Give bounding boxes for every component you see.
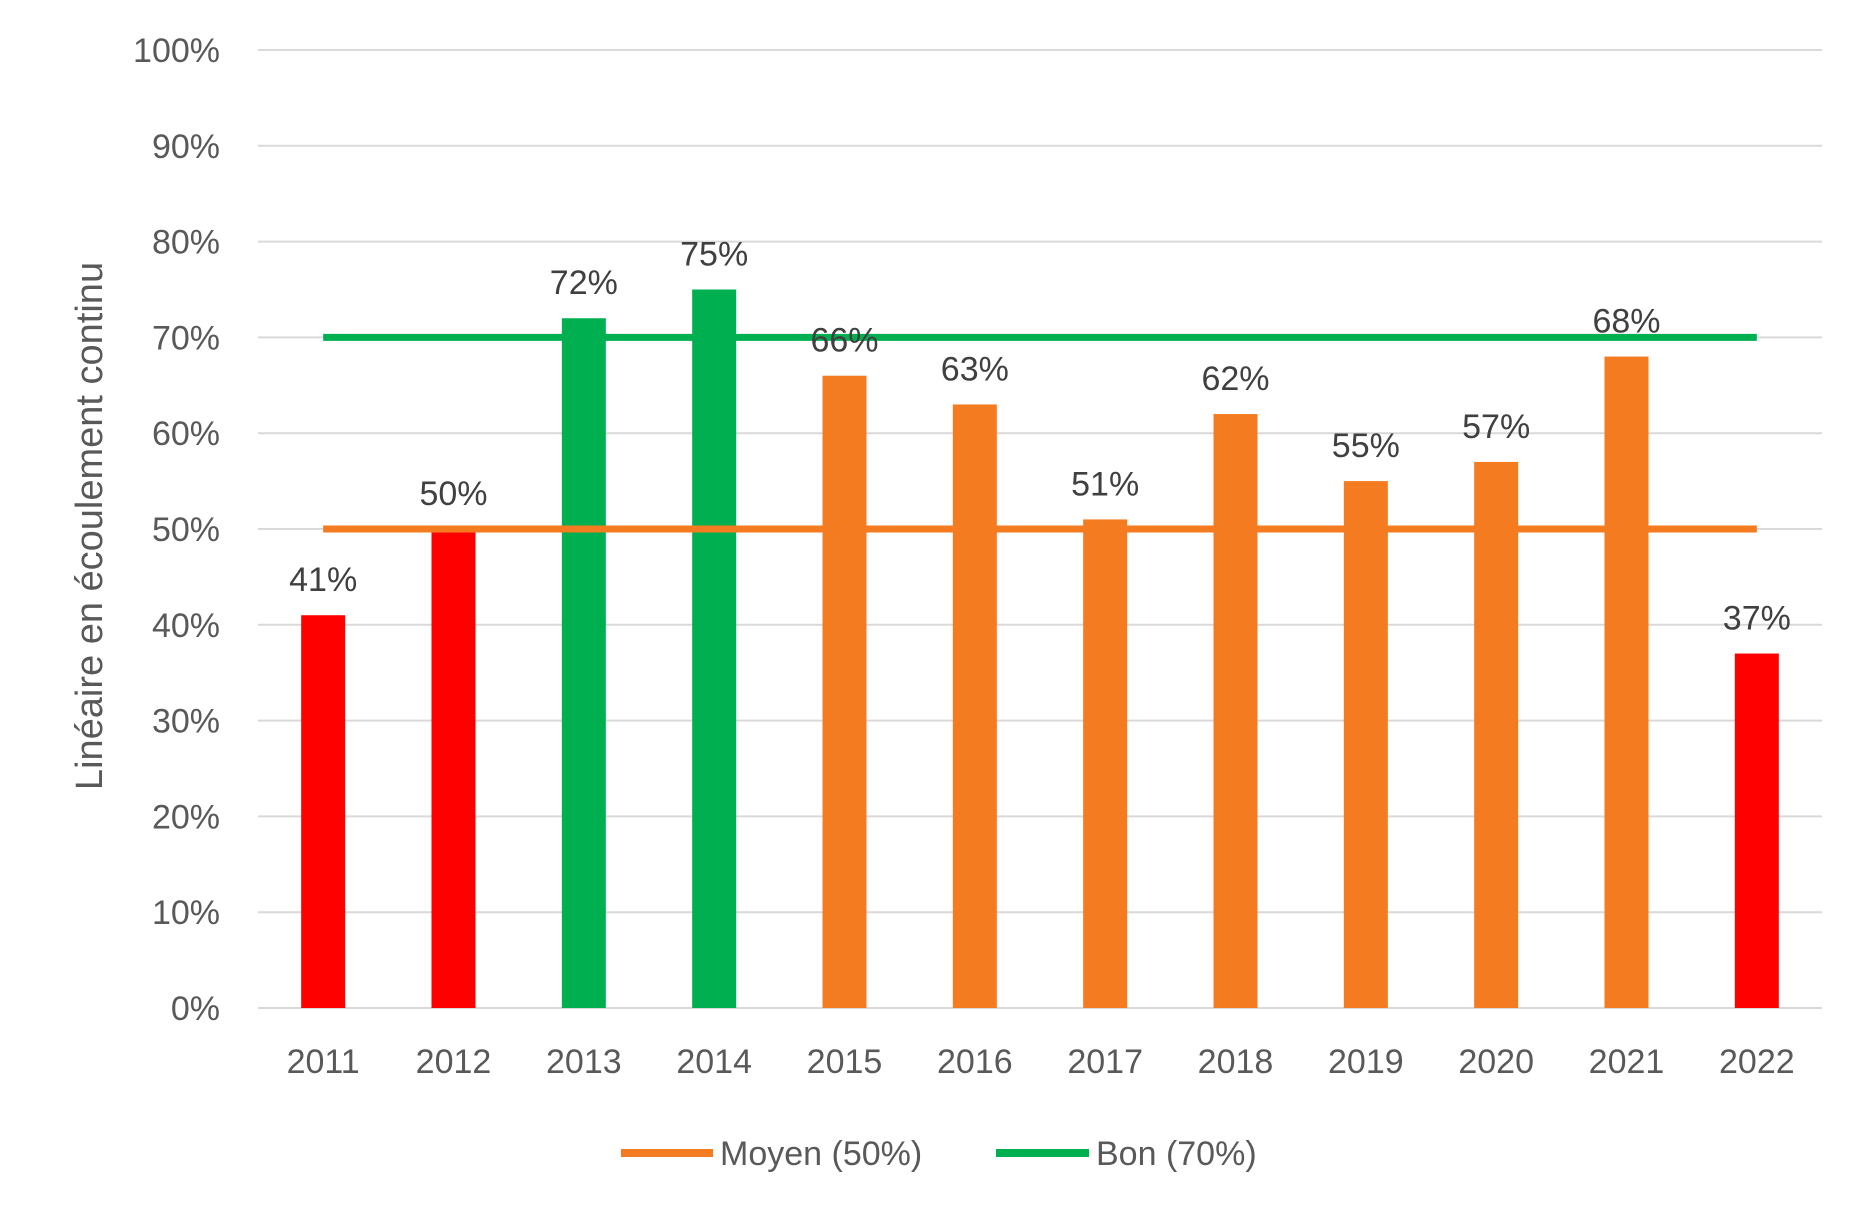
x-tick-label: 2021: [1589, 1043, 1665, 1081]
bar-2014: [692, 289, 737, 1008]
y-tick-label: 0%: [171, 990, 220, 1028]
x-tick-label: 2018: [1198, 1043, 1274, 1081]
bar-2011: [301, 615, 346, 1008]
data-labels: 41% 50% 72% 75% 66% 63% 51% 62% 55% 57% 68% 37%: [289, 236, 1791, 638]
x-tick-label: 2019: [1328, 1043, 1404, 1081]
bar-2013: [561, 318, 606, 1008]
y-axis-title: Linéaire en écoulement continu: [69, 262, 111, 790]
y-tick-label: 20%: [152, 798, 220, 836]
x-tick-label: 2012: [416, 1043, 492, 1081]
bar-2018: [1213, 414, 1258, 1008]
bar-2012: [431, 529, 476, 1008]
data-label: 66%: [810, 322, 878, 360]
x-tick-label: 2017: [1067, 1043, 1143, 1081]
data-label: 72%: [550, 264, 618, 302]
data-label: 68%: [1592, 303, 1660, 341]
x-tick-label: 2014: [676, 1043, 752, 1081]
y-tick-label: 100%: [133, 32, 220, 70]
x-tick-label: 2020: [1458, 1043, 1534, 1081]
y-tick-label: 70%: [152, 319, 220, 357]
bars: [301, 289, 1779, 1009]
y-tick-label: 40%: [152, 607, 220, 645]
y-tick-label: 80%: [152, 224, 220, 262]
data-label: 75%: [680, 236, 748, 274]
reference-lines: [323, 333, 1757, 533]
data-label: 41%: [289, 561, 357, 599]
x-tick-label: 2011: [287, 1043, 360, 1081]
data-label: 51%: [1071, 465, 1139, 503]
y-tick-label: 10%: [152, 894, 220, 932]
data-label: 62%: [1201, 360, 1269, 398]
bar-2015: [822, 375, 867, 1009]
data-label: 37%: [1723, 600, 1791, 638]
x-tick-label: 2016: [937, 1043, 1013, 1081]
y-tick-label: 30%: [152, 703, 220, 741]
data-label: 55%: [1332, 427, 1400, 465]
y-tick-label: 60%: [152, 415, 220, 453]
bar-2020: [1474, 461, 1519, 1008]
data-label: 63%: [941, 350, 1009, 388]
x-tick-label: 2022: [1719, 1043, 1795, 1081]
x-axis-tick-labels: 2011 2012 2013 2014 2015 2016 2017 2018 2019 2020…: [287, 1043, 1795, 1081]
legend-label: Bon (70%): [1096, 1135, 1257, 1173]
bar-2022: [1734, 653, 1779, 1008]
bar-2019: [1343, 481, 1388, 1009]
y-tick-label: 50%: [152, 511, 220, 549]
data-label: 57%: [1462, 408, 1530, 446]
data-label: 50%: [419, 475, 487, 513]
bar-2017: [1083, 519, 1128, 1008]
y-tick-label: 90%: [152, 128, 220, 166]
legend: Moyen (50%) Bon (70%): [621, 1135, 1257, 1173]
x-tick-label: 2015: [807, 1043, 883, 1081]
legend-label: Moyen (50%): [720, 1135, 922, 1173]
bar-2021: [1604, 356, 1649, 1008]
y-axis-tick-labels: 0% 10% 20% 30% 40% 50% 60% 70% 80% 90% 100%: [133, 32, 220, 1028]
x-tick-label: 2013: [546, 1043, 622, 1081]
bar-2016: [952, 404, 997, 1009]
